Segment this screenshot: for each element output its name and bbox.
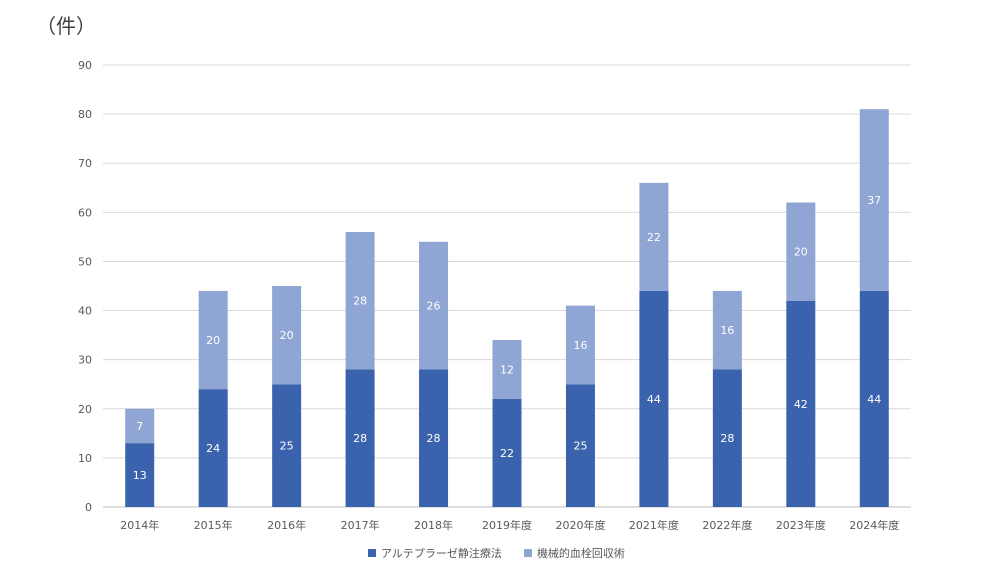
bar-segment <box>786 300 816 507</box>
data-label: 12 <box>500 363 514 376</box>
data-labels: 13 7 24 20 25 20 28 28 28 26 22 12 25 16 44 22 28 16 42 20 4… <box>133 194 882 482</box>
x-tick-label: 2018年 <box>414 518 453 532</box>
x-tick-label: 2019年度 <box>482 518 532 532</box>
data-label: 28 <box>353 432 367 445</box>
bar-segment <box>345 369 375 507</box>
x-tick-label: 2021年度 <box>629 518 679 532</box>
legend-swatch-alteplase <box>368 549 377 557</box>
y-axis-ticks: 0 10 20 30 40 50 60 70 80 90 <box>78 59 92 514</box>
legend-label-alteplase: アルテプラーゼ静注療法 <box>381 547 502 560</box>
y-tick-label: 90 <box>78 59 92 72</box>
bar-segment <box>272 384 302 507</box>
y-tick-label: 20 <box>78 403 92 416</box>
data-label: 28 <box>353 295 367 308</box>
x-tick-label: 2023年度 <box>776 518 826 532</box>
unit-label: （件） <box>36 14 96 38</box>
x-tick-label: 2015年 <box>194 518 233 532</box>
bar-segment <box>786 202 816 301</box>
bar-segment <box>419 241 449 370</box>
data-label: 28 <box>720 432 734 445</box>
x-tick-label: 2016年 <box>267 518 306 532</box>
legend-item-thrombectomy: 機械的血栓回収術 <box>523 545 625 561</box>
data-label: 20 <box>280 329 294 342</box>
bar-segment <box>125 443 155 507</box>
bar-segment <box>859 290 889 507</box>
bar-segment <box>272 286 302 385</box>
data-label: 24 <box>206 442 220 455</box>
data-label: 16 <box>720 324 734 337</box>
data-label: 13 <box>133 469 147 482</box>
data-label: 25 <box>573 440 587 453</box>
y-tick-label: 30 <box>78 354 92 367</box>
y-tick-label: 40 <box>78 305 92 318</box>
data-label: 7 <box>136 420 143 433</box>
bars <box>125 109 889 507</box>
x-axis-ticks: 2014年 2015年 2016年 2017年 2018年 2019年度 2020年度 202… <box>120 518 899 532</box>
y-tick-label: 60 <box>78 206 92 219</box>
bar-segment <box>565 384 595 507</box>
data-label: 22 <box>647 231 661 244</box>
bar-segment <box>859 109 889 291</box>
data-label: 44 <box>867 393 881 406</box>
x-tick-label: 2022年度 <box>702 518 752 532</box>
x-tick-label: 2017年 <box>341 518 380 532</box>
bar-segment <box>345 231 375 370</box>
data-label: 42 <box>794 398 808 411</box>
bar-segment <box>492 398 522 507</box>
data-label: 20 <box>794 246 808 259</box>
data-label: 22 <box>500 447 514 460</box>
x-tick-label: 2014年 <box>120 518 159 532</box>
bar-segment <box>198 290 228 390</box>
y-tick-label: 50 <box>78 255 92 268</box>
bar-segment <box>565 305 595 385</box>
bar-segment <box>125 408 155 444</box>
data-label: 20 <box>206 334 220 347</box>
y-tick-label: 70 <box>78 157 92 170</box>
bar-segment <box>419 369 449 507</box>
x-tick-label: 2024年度 <box>849 518 899 532</box>
data-label: 37 <box>867 194 881 207</box>
x-tick-label: 2020年度 <box>555 518 605 532</box>
y-tick-label: 10 <box>78 452 92 465</box>
bar-segment <box>712 369 742 507</box>
legend-label-thrombectomy: 機械的血栓回収術 <box>536 547 625 560</box>
data-label: 16 <box>573 339 587 352</box>
bar-segment <box>712 290 742 370</box>
bar-segment <box>639 182 669 291</box>
y-tick-label: 80 <box>78 108 92 121</box>
legend: アルテプラーゼ静注療法 機械的血栓回収術 <box>0 545 993 561</box>
data-label: 25 <box>280 440 294 453</box>
data-label: 28 <box>427 432 441 445</box>
legend-item-alteplase: アルテプラーゼ静注療法 <box>368 545 502 561</box>
legend-swatch-thrombectomy <box>523 549 532 557</box>
data-label: 44 <box>647 393 661 406</box>
bar-segment <box>198 389 228 507</box>
data-label: 26 <box>427 300 441 313</box>
y-tick-label: 0 <box>85 501 92 514</box>
bar-segment <box>492 340 522 399</box>
bar-segment <box>639 290 669 507</box>
